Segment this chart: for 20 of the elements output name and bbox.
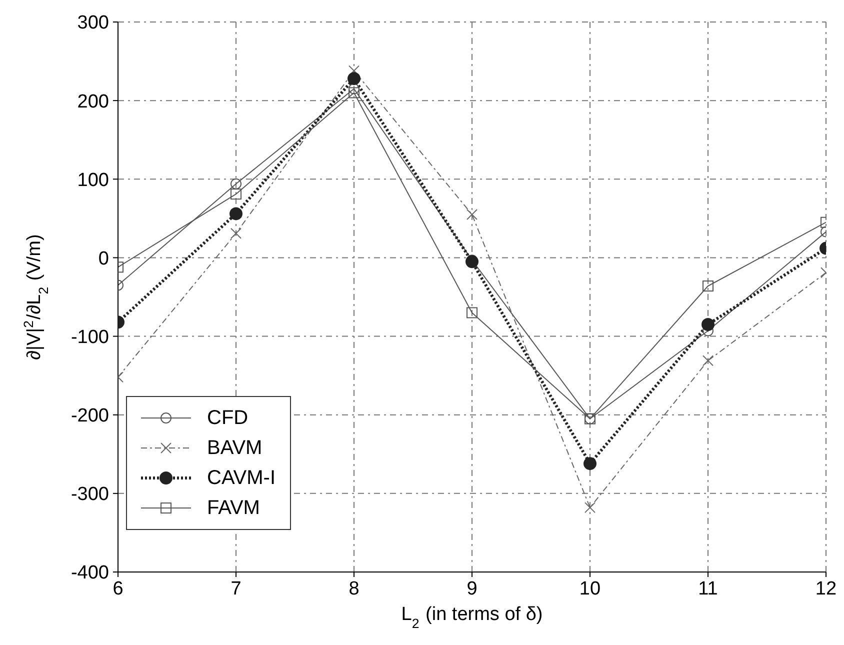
legend-label: FAVM [207,496,260,520]
x-tick-label: 9 [466,578,478,600]
y-tick-label: 100 [77,170,109,191]
x-tick-label: 7 [230,578,242,600]
y-tick-label: 200 [77,91,109,112]
x-tick-label: 11 [698,578,718,600]
y-tick-label: 300 [77,12,109,34]
legend-label: CAVM-I [207,466,276,490]
y-tick-label: -300 [70,484,109,506]
y-tick-label: -400 [70,562,109,584]
legend-label: CFD [207,406,248,430]
x-tick-label: 10 [579,578,601,600]
y-tick-label: 0 [98,248,109,270]
x-tick-label: 6 [112,578,124,600]
y-tick-label: -200 [70,406,109,427]
x-tick-label: 8 [348,578,360,600]
x-tick-label: 12 [815,578,837,600]
x-axis-title: L$_{2}$ (in terms of δ) [401,604,543,630]
legend-label: BAVM [207,436,262,460]
y-tick-label: -100 [70,327,109,348]
